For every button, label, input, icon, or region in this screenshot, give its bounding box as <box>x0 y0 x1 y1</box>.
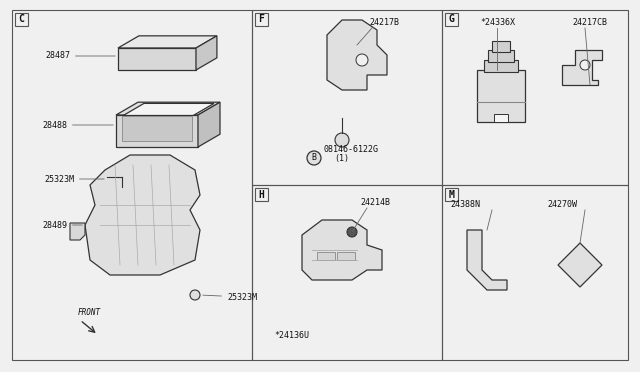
Bar <box>15 13 28 26</box>
Bar <box>317 252 335 260</box>
Polygon shape <box>122 116 192 141</box>
Text: 25323M: 25323M <box>203 292 257 301</box>
Text: C: C <box>19 15 24 25</box>
Polygon shape <box>562 50 602 85</box>
Text: 24270W: 24270W <box>547 200 577 209</box>
Text: (1): (1) <box>334 154 349 163</box>
Polygon shape <box>70 223 85 240</box>
Bar <box>494 114 508 122</box>
Text: 24388N: 24388N <box>450 200 480 209</box>
Bar <box>477 70 525 122</box>
Text: H: H <box>259 189 264 199</box>
Bar <box>484 60 518 72</box>
Circle shape <box>190 290 200 300</box>
Text: 25323M: 25323M <box>44 174 104 183</box>
Polygon shape <box>327 20 387 90</box>
Polygon shape <box>122 103 214 116</box>
Text: 24217B: 24217B <box>369 18 399 27</box>
Bar <box>488 50 514 62</box>
Polygon shape <box>467 230 507 290</box>
Bar <box>255 188 268 201</box>
Polygon shape <box>196 36 217 70</box>
Bar <box>492 41 510 52</box>
Text: B: B <box>312 154 317 163</box>
Circle shape <box>123 176 133 186</box>
Polygon shape <box>118 48 196 70</box>
Text: *24136U: *24136U <box>274 331 309 340</box>
Bar <box>12 10 252 360</box>
Text: 24214B: 24214B <box>360 198 390 207</box>
Polygon shape <box>558 243 602 287</box>
Polygon shape <box>302 220 382 280</box>
Bar <box>255 13 268 26</box>
Text: F: F <box>259 15 264 25</box>
Polygon shape <box>116 115 198 147</box>
Text: 28488: 28488 <box>42 121 113 129</box>
Circle shape <box>307 151 321 165</box>
Text: 08146-6122G: 08146-6122G <box>324 145 379 154</box>
Polygon shape <box>116 102 220 115</box>
Polygon shape <box>85 155 200 275</box>
Bar <box>445 13 458 26</box>
Polygon shape <box>198 102 220 147</box>
Text: 28487: 28487 <box>45 51 115 61</box>
Bar <box>442 10 628 185</box>
Bar <box>252 185 442 360</box>
Text: FRONT: FRONT <box>78 308 101 317</box>
Polygon shape <box>118 36 217 48</box>
Bar <box>252 10 442 185</box>
Circle shape <box>356 54 368 66</box>
Bar <box>442 185 628 360</box>
Text: *24336X: *24336X <box>480 18 515 27</box>
Text: G: G <box>449 15 454 25</box>
Text: 24217CB: 24217CB <box>572 18 607 27</box>
Bar <box>337 252 355 260</box>
Circle shape <box>335 133 349 147</box>
Text: 28489: 28489 <box>42 221 82 230</box>
Text: M: M <box>449 189 454 199</box>
Circle shape <box>580 60 590 70</box>
Circle shape <box>347 227 357 237</box>
Bar <box>445 188 458 201</box>
